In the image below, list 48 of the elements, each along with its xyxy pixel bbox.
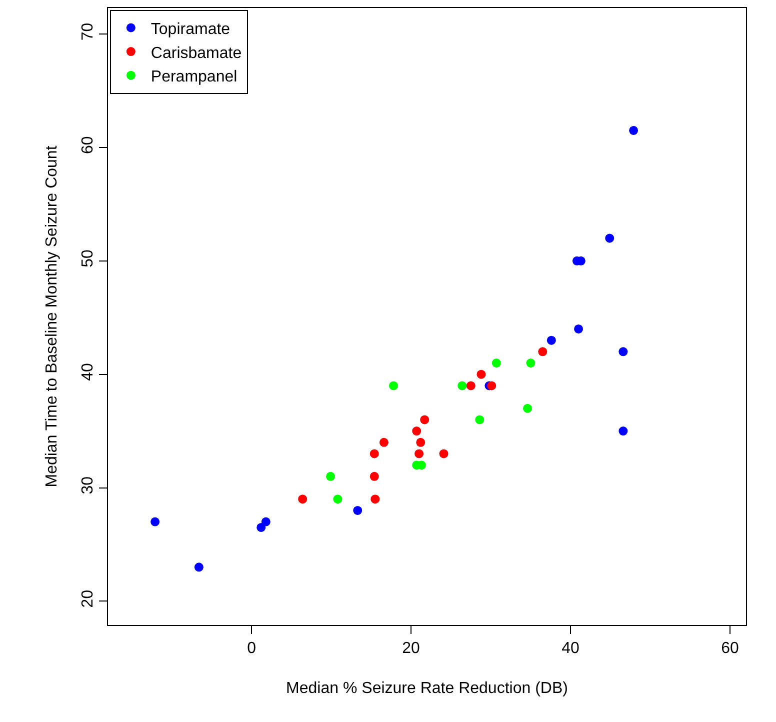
y-tick-label: 30 (80, 476, 97, 494)
point (261, 517, 270, 526)
point (370, 494, 380, 504)
point (150, 517, 160, 526)
point (458, 381, 467, 390)
point (326, 472, 335, 481)
point (439, 449, 448, 458)
point (412, 426, 422, 436)
point (370, 472, 379, 481)
point (298, 494, 308, 504)
point (538, 347, 548, 356)
point (605, 234, 614, 243)
point (333, 494, 342, 504)
point (476, 370, 486, 379)
x-tick-label: 60 (721, 640, 740, 658)
point (194, 562, 204, 572)
x-tick-label: 0 (247, 640, 256, 658)
legend-label: Topiramate (150, 20, 230, 38)
point (416, 438, 426, 447)
point (414, 449, 424, 458)
point (574, 324, 584, 334)
point (420, 415, 430, 424)
y-tick-label: 60 (80, 136, 97, 154)
y-tick-label: 20 (80, 590, 97, 608)
point (370, 449, 379, 458)
x-tick-label: 40 (562, 640, 580, 658)
legend-label: Perampanel (150, 68, 238, 86)
y-tick-label: 70 (80, 22, 97, 41)
x-tick-label: 20 (402, 640, 420, 658)
y-axis-title: Median Time to Baseline Monthly Seizure Count (44, 145, 60, 488)
point (379, 438, 388, 447)
point (256, 522, 266, 532)
x-axis-title: Median % Seizure Rate Reduction (DB) (286, 680, 568, 697)
point (618, 347, 628, 356)
point (487, 381, 496, 390)
point (475, 415, 484, 424)
y-tick-label: 50 (80, 250, 97, 268)
legend-label: Carisbamate (150, 44, 242, 62)
point (492, 358, 501, 368)
point (389, 381, 398, 390)
point (466, 381, 476, 390)
point (526, 358, 536, 368)
y-tick-label: 40 (80, 362, 97, 381)
point (546, 336, 556, 345)
point (353, 506, 362, 515)
point (618, 426, 628, 436)
point (629, 126, 638, 135)
point (522, 404, 532, 413)
